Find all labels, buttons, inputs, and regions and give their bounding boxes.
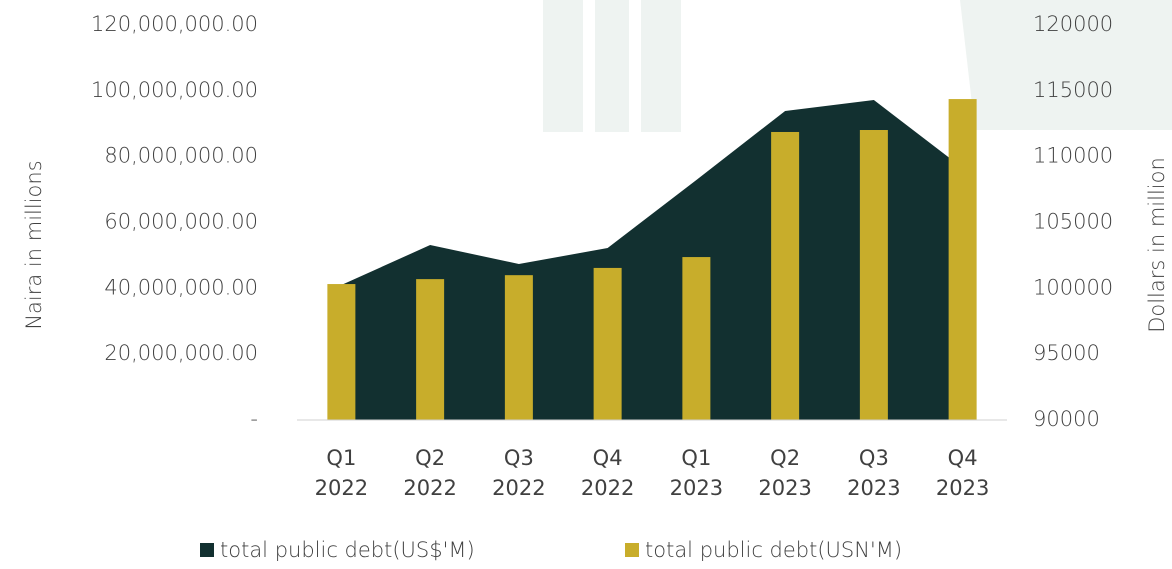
legend-label: total public debt(USN'M) — [645, 538, 902, 562]
bar — [682, 257, 711, 420]
y-tick-label: 80,000,000.00 — [104, 144, 258, 168]
y-tick-label: 40,000,000.00 — [104, 275, 258, 299]
x-tick-label: Q2 2022 — [403, 446, 457, 500]
y2-tick-label: 100000 — [1033, 275, 1113, 299]
y2-tick-label: 90000 — [1033, 407, 1100, 431]
y2-axis-label: Dollars in million — [1145, 157, 1169, 333]
y-tick-label: 100,000,000.00 — [91, 78, 258, 102]
x-tick-label: Q3 2023 — [847, 446, 901, 500]
y2-tick-label: 110000 — [1033, 144, 1113, 168]
y-tick-label: 120,000,000.00 — [91, 12, 258, 36]
bar — [504, 275, 533, 420]
legend-marker — [200, 543, 214, 557]
x-tick-label: Q4 2023 — [935, 446, 990, 500]
x-tick-label: Q1 2023 — [669, 446, 724, 500]
bar — [416, 279, 445, 420]
x-tick-label: Q2 2023 — [758, 446, 812, 500]
x-tick-label: Q3 2022 — [492, 446, 546, 500]
y2-tick-label: 95000 — [1033, 341, 1100, 365]
bar — [859, 130, 888, 421]
bar — [948, 99, 977, 420]
y-tick-label: - — [250, 407, 258, 431]
watermark — [543, 0, 1172, 132]
y-axis-label: Naira in millions — [22, 160, 46, 329]
bar — [771, 131, 800, 420]
area — [341, 100, 963, 421]
bar — [593, 267, 622, 420]
y2-tick-label: 105000 — [1033, 210, 1113, 234]
x-tick-label: Q4 2022 — [580, 446, 635, 500]
y2-tick-label: 115000 — [1033, 78, 1113, 102]
y-tick-label: 20,000,000.00 — [104, 341, 258, 365]
y-tick-label: 60,000,000.00 — [104, 210, 258, 234]
y2-tick-label: 120000 — [1033, 12, 1113, 36]
bar — [327, 284, 356, 420]
x-tick-label: Q1 2022 — [314, 446, 369, 500]
legend-marker — [625, 543, 639, 557]
legend-label: total public debt(US$'M) — [220, 538, 475, 562]
